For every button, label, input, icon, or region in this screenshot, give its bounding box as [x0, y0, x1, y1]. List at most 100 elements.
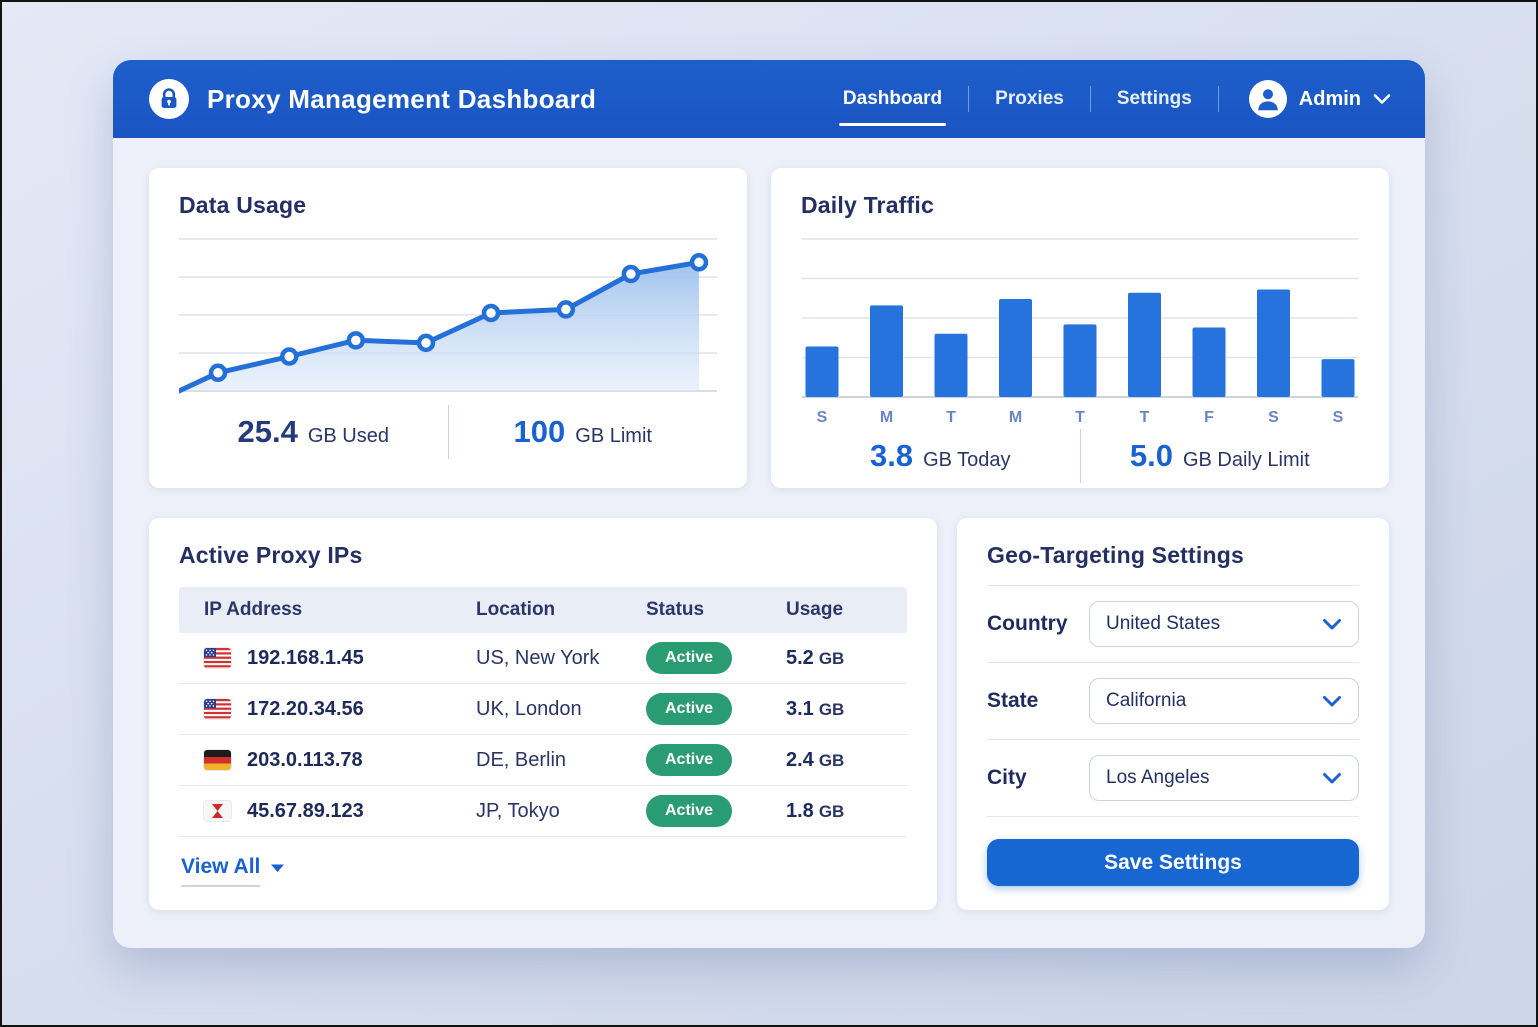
usage-value: 2.4: [786, 749, 814, 771]
svg-text:T: T: [1140, 409, 1150, 426]
city-selected-value: Los Angeles: [1106, 767, 1210, 789]
svg-text:M: M: [880, 409, 893, 426]
geo-field-state: State California: [987, 663, 1359, 740]
stat-limit-value: 100: [514, 414, 566, 450]
tab-settings[interactable]: Settings: [1091, 60, 1218, 138]
location-cell: UK, London: [476, 698, 646, 721]
location-cell: JP, Tokyo: [476, 800, 646, 823]
jp-flag-icon: [204, 801, 231, 821]
svg-text:S: S: [817, 409, 828, 426]
svg-text:F: F: [1204, 409, 1214, 426]
stat-today: 3.8 GB Today: [801, 438, 1080, 474]
city-select[interactable]: Los Angeles: [1089, 755, 1359, 801]
usage-value: 1.8: [786, 800, 814, 822]
country-selected-value: United States: [1106, 613, 1220, 635]
ip-cell: 203.0.113.78: [204, 749, 476, 772]
stat-daily-limit-value: 5.0: [1130, 438, 1173, 474]
tab-dashboard[interactable]: Dashboard: [817, 60, 968, 138]
daily-traffic-title: Daily Traffic: [801, 192, 1359, 219]
status-badge: Active: [646, 795, 732, 827]
table-row[interactable]: 203.0.113.78 DE, BerlinActive 2.4 GB: [179, 735, 907, 786]
proxy-table: IP AddressLocationStatusUsage 192.168.1.…: [179, 587, 907, 837]
data-usage-card: Data Usage 25.4 GB Used 100 GB Limit: [149, 168, 747, 488]
city-label: City: [987, 766, 1089, 790]
status-badge: Active: [646, 642, 732, 674]
ip-address: 172.20.34.56: [247, 698, 364, 721]
table-header-row: IP AddressLocationStatusUsage: [179, 587, 907, 633]
column-header-usage: Usage: [786, 599, 882, 621]
avatar: [1249, 80, 1287, 118]
svg-text:T: T: [1075, 409, 1085, 426]
de-flag-icon: [204, 750, 231, 770]
usage-unit: GB: [819, 751, 845, 770]
chevron-down-icon: [1322, 772, 1342, 785]
country-label: Country: [987, 612, 1089, 636]
country-select[interactable]: United States: [1089, 601, 1359, 647]
geo-field-country: Country United States: [987, 586, 1359, 663]
geo-targeting-title: Geo-Targeting Settings: [987, 542, 1359, 569]
table-row[interactable]: 192.168.1.45US, New YorkActive5.2GB: [179, 633, 907, 684]
view-all-label: View All: [181, 855, 260, 887]
ip-cell: 45.67.89.123: [204, 800, 476, 823]
app-header: Proxy Management Dashboard DashboardProx…: [113, 60, 1425, 138]
usage-unit: GB: [819, 700, 845, 719]
active-proxy-ips-title: Active Proxy IPs: [179, 542, 907, 569]
us-flag-icon: [204, 648, 231, 668]
usage-cell: 5.2 GB: [786, 647, 882, 670]
data-usage-stats: 25.4 GB Used 100 GB Limit: [179, 399, 717, 464]
data-usage-chart: [179, 233, 717, 399]
tab-proxies[interactable]: Proxies: [969, 60, 1090, 138]
stat-daily-limit: 5.0 GB Daily Limit: [1081, 438, 1360, 474]
status-badge: Active: [646, 693, 732, 725]
view-all-link[interactable]: View All: [179, 855, 285, 887]
caret-down-icon: [270, 863, 285, 873]
page-title: Proxy Management Dashboard: [207, 84, 596, 115]
brand: Proxy Management Dashboard: [149, 79, 596, 119]
column-header-location: Location: [476, 599, 646, 621]
main-nav: DashboardProxiesSettings: [817, 60, 1219, 138]
location-cell: DE, Berlin: [476, 749, 646, 772]
ip-cell: 192.168.1.45: [204, 647, 476, 670]
usage-value: 3.1: [786, 698, 814, 720]
stat-used: 25.4 GB Used: [179, 414, 448, 450]
table-row[interactable]: 172.20.34.56 UK, LondonActive 3.1 GB: [179, 684, 907, 735]
table-row[interactable]: 45.67.89.123 JP, TokyoActive 1.8 GB: [179, 786, 907, 837]
state-select[interactable]: California: [1089, 678, 1359, 724]
stat-limit: 100 GB Limit: [449, 414, 718, 450]
usage-value: 5.2: [786, 647, 814, 669]
daily-traffic-card: Daily Traffic SMTMTTFSS 3.8 GB Today 5.0…: [771, 168, 1389, 488]
ip-cell: 172.20.34.56: [204, 698, 476, 721]
ip-address: 203.0.113.78: [247, 749, 363, 772]
stat-used-value: 25.4: [238, 414, 298, 450]
status-cell: Active: [646, 642, 786, 674]
ip-address: 192.168.1.45: [247, 647, 364, 670]
daily-traffic-stats: 3.8 GB Today 5.0 GB Daily Limit: [801, 429, 1359, 483]
active-proxy-ips-card: Active Proxy IPs IP AddressLocationStatu…: [149, 518, 937, 910]
user-menu[interactable]: Admin: [1219, 80, 1391, 118]
stat-today-label: GB Today: [923, 449, 1010, 472]
status-cell: Active: [646, 795, 786, 827]
usage-unit: GB: [819, 649, 845, 668]
state-label: State: [987, 689, 1089, 713]
stat-today-value: 3.8: [870, 438, 913, 474]
status-cell: Active: [646, 693, 786, 725]
usage-cell: 2.4 GB: [786, 749, 882, 772]
status-cell: Active: [646, 744, 786, 776]
usage-unit: GB: [819, 802, 845, 821]
state-selected-value: California: [1106, 690, 1186, 712]
ip-address: 45.67.89.123: [247, 800, 364, 823]
column-header-status: Status: [646, 599, 786, 621]
geo-field-city: City Los Angeles: [987, 740, 1359, 817]
lock-icon: [149, 79, 189, 119]
svg-text:S: S: [1333, 409, 1344, 426]
svg-text:T: T: [946, 409, 956, 426]
status-badge: Active: [646, 744, 732, 776]
svg-text:S: S: [1268, 409, 1279, 426]
chevron-down-icon: [1322, 695, 1342, 708]
save-settings-button[interactable]: Save Settings: [987, 839, 1359, 886]
usage-cell: 3.1 GB: [786, 698, 882, 721]
stat-used-label: GB Used: [308, 425, 389, 448]
data-usage-title: Data Usage: [179, 192, 717, 219]
daily-traffic-chart: SMTMTTFSS: [801, 233, 1359, 429]
stat-limit-label: GB Limit: [575, 425, 652, 448]
